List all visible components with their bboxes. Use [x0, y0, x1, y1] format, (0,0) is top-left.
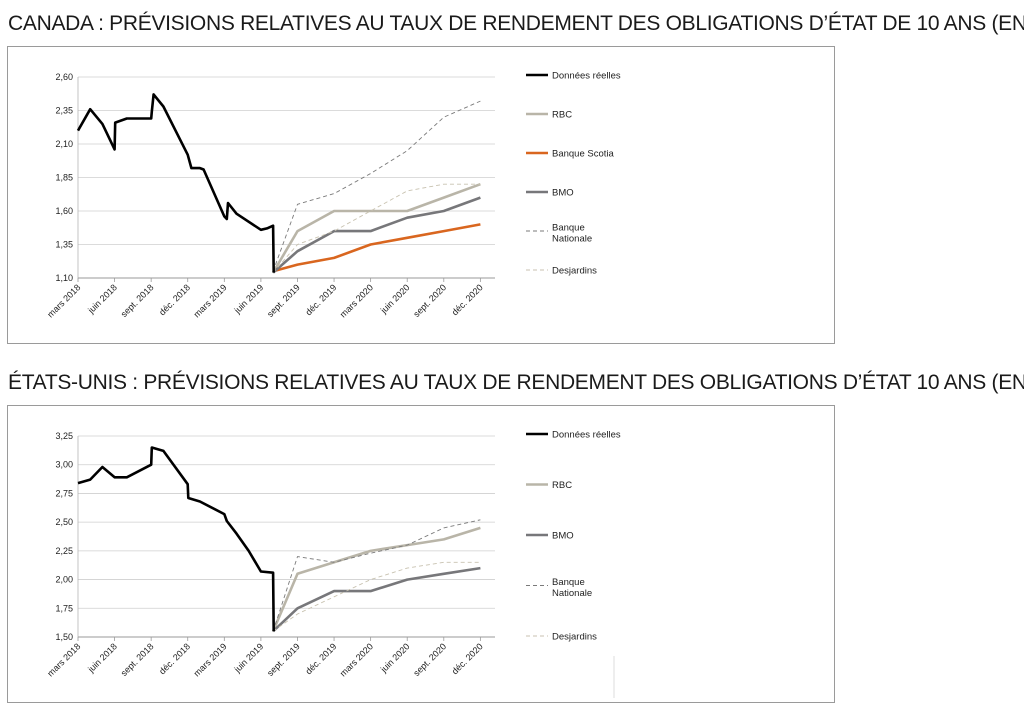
legend-label: Desjardins	[552, 632, 597, 643]
x-tick-label: déc. 2020	[450, 282, 485, 317]
series-line	[271, 526, 481, 632]
x-tick-label: juin 2018	[85, 641, 119, 675]
x-tick-label: déc. 2018	[157, 641, 192, 676]
legend-label: Banque Nationale	[552, 223, 592, 245]
y-tick-label: 1,85	[55, 173, 73, 183]
x-tick-label: mars 2019	[192, 641, 229, 678]
x-tick-label: juin 2020	[378, 282, 412, 316]
y-tick-label: 1,75	[55, 603, 73, 613]
x-tick-label: sept. 2018	[119, 641, 156, 678]
legend-label: BMO	[552, 531, 574, 542]
series-line	[272, 519, 481, 632]
x-tick-label: déc. 2019	[303, 282, 338, 317]
x-tick-label: sept. 2019	[265, 641, 302, 678]
x-tick-label: sept. 2020	[411, 282, 448, 319]
x-tick-label: mars 2018	[45, 641, 82, 678]
chart-title-usa: ÉTATS-UNIS : PRÉVISIONS RELATIVES AU TAU…	[8, 371, 1024, 394]
x-tick-label: sept. 2018	[119, 282, 156, 319]
x-tick-label: juin 2019	[232, 641, 266, 675]
legend-label: RBC	[552, 110, 572, 121]
x-tick-label: mars 2020	[338, 282, 375, 319]
legend-label: Données réelles	[552, 430, 621, 441]
x-tick-label: juin 2020	[378, 641, 412, 675]
legend-label: RBC	[552, 480, 572, 491]
x-tick-label: juin 2019	[232, 282, 266, 316]
y-tick-label: 2,60	[55, 72, 73, 82]
y-tick-label: 2,10	[55, 139, 73, 149]
y-tick-label: 1,50	[55, 632, 73, 642]
series-line	[77, 446, 275, 632]
y-tick-label: 2,35	[55, 106, 73, 116]
y-tick-label: 2,50	[55, 517, 73, 527]
legend-label: Desjardins	[552, 266, 597, 277]
x-tick-label: déc. 2018	[157, 282, 192, 317]
chart-usa: 1,50 1,75 2,00 2,25 2,50 2,75 3,00 3,25 mars 201…	[45, 430, 621, 698]
series-line	[76, 93, 275, 273]
series-line	[272, 100, 481, 272]
x-tick-label: mars 2019	[192, 282, 229, 319]
y-tick-label: 2,75	[55, 488, 73, 498]
y-tick-label: 1,10	[55, 273, 73, 283]
series-line	[272, 196, 481, 274]
chart-title-canada: CANADA : PRÉVISIONS RELATIVES AU TAUX DE…	[8, 12, 1024, 35]
chart-panel-canada: 1,10 1,35 1,60 1,85 2,10 2,35 2,60 mars 2018 jui…	[7, 46, 835, 344]
series-line	[272, 566, 481, 633]
y-tick-label: 2,00	[55, 575, 73, 585]
legend-label: BMO	[552, 188, 574, 199]
x-tick-label: juin 2018	[85, 282, 119, 316]
y-tick-label: 1,35	[55, 240, 73, 250]
legend-label: Données réelles	[552, 71, 621, 82]
y-tick-label: 3,00	[55, 460, 73, 470]
series-line	[271, 182, 481, 274]
series-line	[272, 561, 481, 632]
chart-panel-usa: 1,50 1,75 2,00 2,25 2,50 2,75 3,00 3,25 mars 201…	[7, 405, 835, 703]
legend-label: Banque Nationale	[552, 577, 592, 599]
y-tick-label: 3,25	[55, 431, 73, 441]
x-tick-label: mars 2018	[45, 282, 82, 319]
series-line	[272, 183, 481, 273]
series-line	[272, 223, 481, 273]
x-tick-label: sept. 2020	[411, 641, 448, 678]
x-tick-label: déc. 2020	[450, 641, 485, 676]
y-tick-label: 2,25	[55, 546, 73, 556]
x-tick-label: mars 2020	[338, 641, 375, 678]
x-tick-label: sept. 2019	[265, 282, 302, 319]
x-tick-label: déc. 2019	[303, 641, 338, 676]
y-tick-label: 1,60	[55, 206, 73, 216]
legend-label: Banque Scotia	[552, 149, 615, 160]
